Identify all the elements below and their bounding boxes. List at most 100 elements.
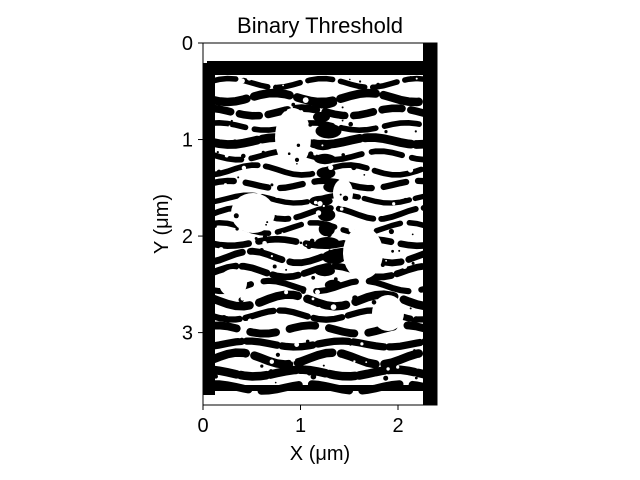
binary-pixel	[325, 377, 330, 383]
binary-pixel	[333, 277, 338, 282]
binary-pixel	[371, 300, 377, 305]
binary-pixel	[343, 188, 347, 192]
binary-pixel	[294, 342, 300, 347]
binary-pixel	[349, 343, 352, 346]
binary-pixel	[383, 375, 389, 381]
binary-pixel	[207, 104, 429, 120]
binary-pixel	[413, 349, 416, 352]
binary-pixel	[314, 265, 335, 277]
binary-pixel	[363, 174, 366, 176]
binary-pixel	[317, 201, 323, 207]
binary-pixel	[218, 247, 224, 252]
binary-pixel	[314, 237, 340, 249]
binary-pixel	[251, 276, 255, 280]
binary-pixel	[423, 43, 437, 405]
binary-pixel	[315, 289, 320, 295]
binary-pixel	[302, 97, 309, 103]
binary-pixel	[223, 183, 228, 187]
binary-pixel	[303, 190, 308, 195]
binary-pixel	[270, 255, 273, 258]
binary-pixel	[328, 164, 334, 170]
binary-pixel	[246, 75, 253, 81]
binary-pixel	[232, 139, 238, 145]
binary-pixel	[314, 153, 336, 165]
binary-pixel	[261, 150, 265, 154]
plot-area	[203, 43, 437, 405]
binary-pixel	[317, 351, 324, 357]
binary-pixel	[260, 364, 264, 368]
binary-pixel	[293, 151, 297, 155]
binary-pixel	[269, 369, 273, 373]
binary-pixel	[342, 195, 349, 201]
binary-pixel	[231, 193, 275, 233]
binary-pixel	[342, 119, 349, 125]
binary-pixel	[281, 232, 284, 235]
x-tick-label: 2	[392, 415, 403, 437]
binary-pixel	[396, 365, 400, 369]
binary-pixel	[313, 152, 317, 156]
binary-pixel	[237, 176, 240, 179]
binary-pixel	[238, 170, 242, 174]
binary-pixel	[230, 119, 233, 123]
binary-pixel	[309, 238, 315, 244]
binary-pixel	[262, 241, 267, 246]
binary-pixel	[259, 183, 263, 186]
binary-pixel	[240, 78, 245, 84]
binary-pixel	[266, 221, 269, 224]
binary-pixel	[241, 153, 246, 159]
binary-pixel	[254, 237, 258, 240]
binary-pixel	[409, 307, 412, 310]
binary-pixel	[348, 121, 354, 127]
binary-pixel	[398, 249, 401, 252]
binary-pixel	[388, 228, 394, 235]
binary-pixel	[218, 180, 223, 185]
x-tick-label: 0	[197, 415, 208, 437]
binary-pixel	[284, 290, 289, 295]
binary-pixel	[360, 342, 364, 346]
binary-pixel	[402, 197, 409, 204]
binary-pixel	[359, 80, 362, 83]
x-axis-label: X (μm)	[290, 443, 350, 465]
binary-pixel	[407, 167, 414, 173]
binary-pixel	[364, 226, 368, 229]
binary-pixel	[329, 130, 335, 136]
binary-pixel	[348, 226, 355, 233]
binary-pixel	[351, 164, 357, 171]
binary-pixel	[207, 247, 429, 267]
binary-pixel	[269, 359, 274, 364]
binary-pixel	[216, 151, 219, 154]
binary-pixel	[259, 248, 264, 253]
binary-pixel	[315, 123, 342, 139]
y-tick-label: 1	[182, 130, 193, 152]
binary-pixel	[233, 213, 239, 219]
binary-pixel	[372, 295, 404, 331]
y-tick-label: 2	[182, 226, 193, 248]
binary-pixel	[275, 108, 311, 168]
binary-pixel	[220, 315, 227, 321]
binary-pixel	[414, 130, 417, 133]
binary-pixel	[411, 318, 417, 325]
binary-pixel	[270, 183, 274, 187]
binary-pixel	[305, 339, 310, 344]
binary-pixel	[275, 352, 280, 357]
binary-pixel	[272, 264, 277, 269]
binary-pixel	[396, 281, 401, 285]
binary-pixel	[316, 307, 322, 312]
binary-pixel	[415, 77, 418, 80]
binary-pixel	[305, 244, 308, 246]
binary-pixel	[244, 126, 248, 130]
binary-pixel	[384, 303, 390, 308]
binary-pixel	[392, 202, 396, 206]
binary-pixel	[207, 177, 429, 192]
binary-pixel	[252, 169, 255, 171]
binary-pixel	[310, 210, 314, 214]
binary-pixel	[300, 289, 306, 294]
binary-pixel	[365, 361, 368, 363]
binary-pixel	[216, 169, 222, 174]
binary-pixel	[380, 263, 385, 267]
binary-pixel	[294, 157, 300, 162]
binary-pixel	[379, 202, 382, 205]
binary-pixel	[311, 97, 338, 109]
binary-pixel	[341, 153, 346, 157]
